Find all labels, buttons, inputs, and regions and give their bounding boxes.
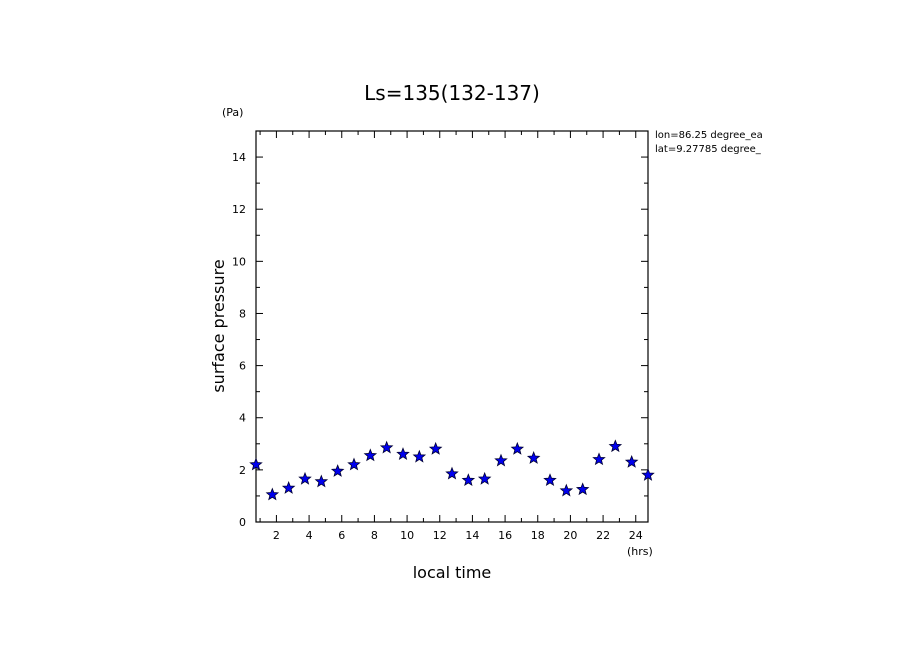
data-point	[363, 448, 378, 462]
data-point	[265, 487, 280, 501]
y-axis-label: surface pressure	[209, 259, 228, 392]
data-points	[249, 439, 655, 501]
x-tick-label: 18	[531, 529, 545, 542]
data-point	[494, 453, 508, 467]
x-tick-label: 2	[273, 529, 280, 542]
data-point	[526, 451, 541, 464]
data-point	[314, 474, 329, 488]
x-tick-label: 12	[433, 529, 447, 542]
data-point	[428, 441, 443, 455]
x-axis-label: local time	[413, 563, 492, 582]
y-tick-label: 14	[232, 151, 246, 164]
y-tick-label: 10	[232, 255, 246, 268]
data-point	[396, 447, 410, 460]
data-point	[347, 457, 361, 471]
data-point	[330, 464, 345, 477]
y-tick-label: 6	[239, 360, 246, 373]
x-tick-label: 8	[371, 529, 378, 542]
x-tick-label: 10	[400, 529, 414, 542]
data-point	[510, 441, 525, 455]
data-point	[379, 440, 394, 454]
data-point	[445, 466, 459, 480]
data-point	[608, 439, 623, 453]
data-point	[543, 473, 557, 487]
y-tick-label: 8	[239, 307, 246, 320]
y-tick-label: 2	[239, 464, 246, 477]
data-point	[412, 449, 427, 463]
chart-title: Ls=135(132-137)	[364, 81, 540, 105]
y-tick-label: 4	[239, 412, 246, 425]
data-point	[249, 457, 263, 471]
x-tick-label: 24	[629, 529, 643, 542]
data-point	[298, 471, 312, 485]
x-tick-label: 20	[563, 529, 577, 542]
x-tick-label: 16	[498, 529, 512, 542]
y-tick-label: 12	[232, 203, 246, 216]
x-tick-label: 4	[306, 529, 313, 542]
plot-frame	[255, 130, 649, 523]
data-point	[624, 454, 639, 468]
x-tick-label: 14	[465, 529, 479, 542]
y-unit-label: (Pa)	[222, 106, 243, 119]
data-point	[559, 483, 574, 497]
y-tick-label: 0	[239, 516, 246, 529]
annotation-lon: lon=86.25 degree_ea	[655, 130, 763, 141]
x-unit-label: (hrs)	[627, 545, 653, 558]
data-point	[641, 467, 655, 481]
annotation-lat: lat=9.27785 degree_	[655, 144, 762, 155]
data-point	[281, 481, 296, 494]
data-point	[575, 482, 590, 496]
data-point	[477, 471, 492, 485]
x-tick-label: 6	[338, 529, 345, 542]
data-point	[592, 452, 606, 466]
x-tick-label: 22	[596, 529, 610, 542]
data-point	[461, 473, 476, 487]
